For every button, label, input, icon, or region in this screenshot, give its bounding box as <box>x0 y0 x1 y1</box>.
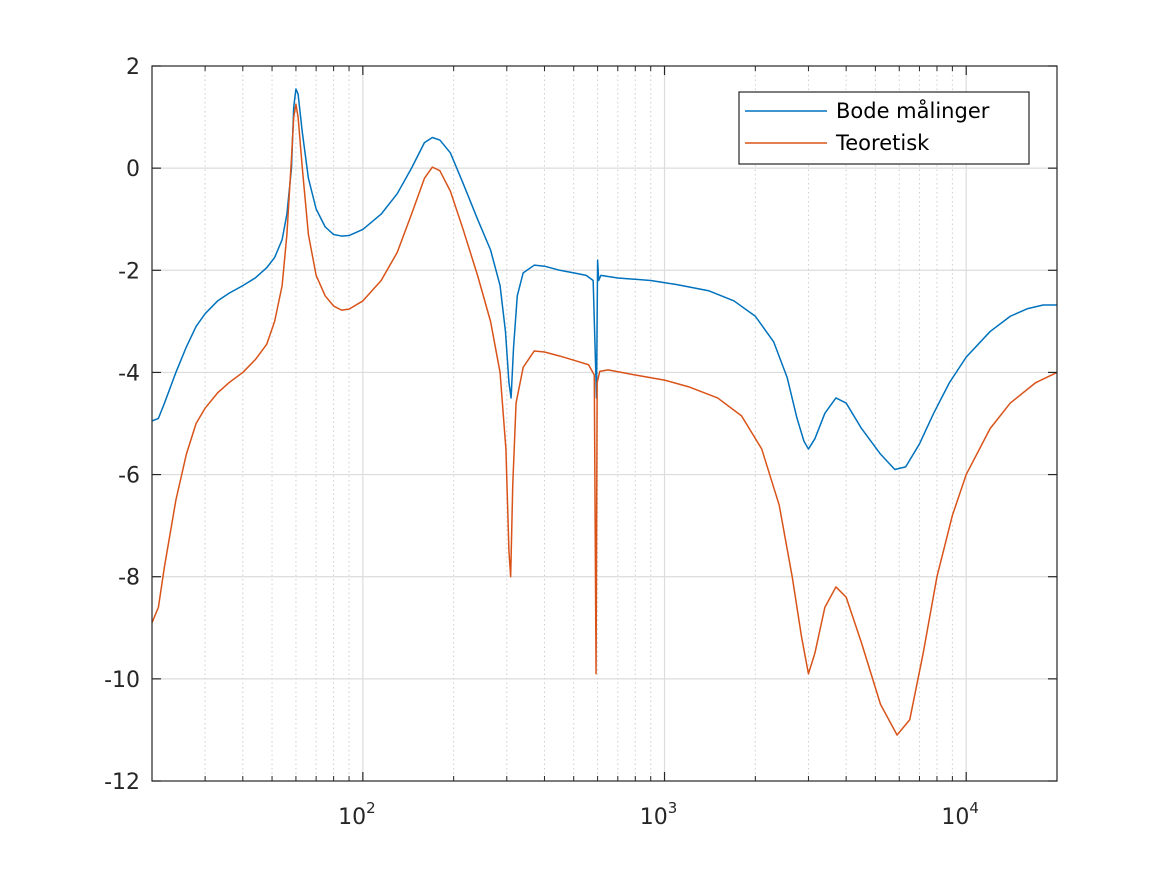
series-line-1 <box>151 88 1057 471</box>
x-tick-label: 103 <box>640 799 678 830</box>
series-lines <box>151 88 1058 736</box>
plot-area <box>152 66 1057 781</box>
y-tick-label: 0 <box>126 157 140 182</box>
y-tick-label: 2 <box>126 55 140 80</box>
y-tick-label: -10 <box>104 668 140 693</box>
y-tick-label: -4 <box>118 361 140 386</box>
legend: Bode målinger Teoretisk <box>738 91 1030 165</box>
y-tick-label: -6 <box>118 464 140 489</box>
legend-label: Bode målinger <box>836 98 990 123</box>
legend-label: Teoretisk <box>835 131 930 155</box>
series-line-2 <box>151 103 1058 736</box>
y-tick-label: -2 <box>118 259 140 284</box>
axes-box <box>151 65 1058 782</box>
legend-box <box>738 91 1030 165</box>
x-tick-label: 104 <box>941 799 979 830</box>
y-tick-label: -8 <box>118 566 140 591</box>
axis-ticks: 2 0 -2 -4 -6 -8 -10 -12 102 103 104 <box>104 55 1057 830</box>
y-tick-label: -12 <box>104 770 140 795</box>
x-tick-label: 102 <box>338 799 376 830</box>
